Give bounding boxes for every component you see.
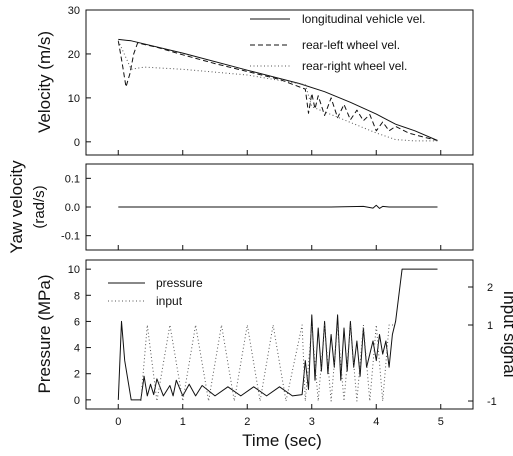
y-tick-label: 0.1 [65, 173, 80, 185]
y-tick-label: 0.0 [65, 202, 80, 214]
velocity-axis-ticks: 0 10 20 30 [68, 5, 442, 155]
y2-tick-label: 1 [487, 320, 493, 332]
y-tick-label: 20 [68, 49, 80, 61]
yaw-series-lines [118, 204, 438, 209]
x-tick-label: 3 [309, 416, 315, 428]
y-tick-label: 10 [68, 264, 80, 276]
time-xlabel: Time (sec) [242, 431, 322, 450]
x-tick-label: 0 [115, 416, 121, 428]
input-signal-ylabel: Input signal [500, 291, 513, 378]
series-line-input [140, 324, 396, 402]
y-tick-label: 0 [74, 395, 80, 407]
yaw-ylabel-line2: (rad/s) [31, 185, 48, 228]
y-tick-label: 8 [74, 290, 80, 302]
legend-label-longitudinal: longitudinal vehicle vel. [302, 12, 425, 26]
x-tick-label: 4 [373, 416, 379, 428]
y-tick-label: 10 [68, 93, 80, 105]
velocity-series-lines [117, 38, 438, 142]
series-line-panel1-0 [118, 204, 438, 209]
series-line-rear-left-wheel-vel [117, 40, 438, 141]
legend-label-rear-right: rear-right wheel vel. [302, 59, 407, 73]
y-tick-label: 0 [74, 137, 80, 149]
x-tick-label: 5 [438, 416, 444, 428]
legend-label-pressure: pressure [156, 276, 203, 290]
velocity-ylabel: Velocity (m/s) [35, 31, 54, 133]
legend-label-input: input [156, 294, 183, 308]
y2-tick-label: -1 [487, 396, 497, 408]
series-line-longitudinal-vehicle-vel [118, 38, 438, 141]
x-tick-label: 1 [180, 416, 186, 428]
yaw-axis-ticks: -0.1 0.0 0.1 [61, 173, 442, 250]
y-tick-label: 6 [74, 316, 80, 328]
pressure-ylabel: Pressure (MPa) [35, 274, 54, 393]
series-line-pressure [117, 268, 438, 401]
series-line-rear-right-wheel-vel [117, 40, 438, 142]
pressure-plot-frame [85, 259, 474, 410]
y2-tick-label: 2 [487, 282, 493, 294]
y-tick-label: 4 [74, 343, 80, 355]
y-tick-label: 2 [74, 369, 80, 381]
yaw-ylabel-line1: Yaw velocity [7, 160, 26, 254]
y-tick-label: -0.1 [61, 231, 80, 243]
pressure-axis-ticks: 0 2 4 6 8 10 -1 1 2 0 1 2 3 4 5 [68, 264, 497, 428]
velocity-plot-frame [85, 9, 474, 156]
legend-label-rear-left: rear-left wheel vel. [302, 38, 400, 52]
x-tick-label: 2 [244, 416, 250, 428]
pressure-series-lines [117, 268, 438, 402]
y-tick-label: 30 [68, 5, 80, 17]
